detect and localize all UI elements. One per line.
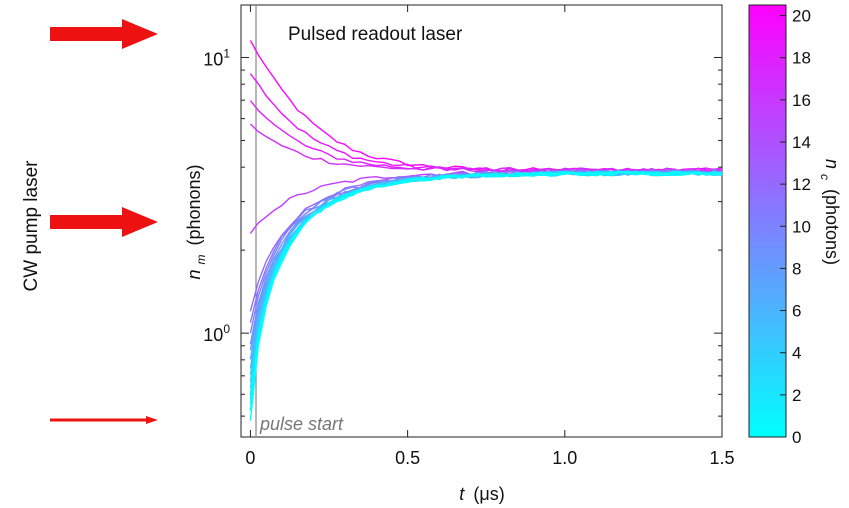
pump-arrows — [50, 19, 158, 424]
series-line — [249, 169, 723, 323]
series-line — [249, 40, 723, 173]
colorbar-tick-label: 12 — [792, 175, 811, 194]
colorbar-tick-label: 18 — [792, 49, 811, 68]
arrow-shaft — [50, 418, 146, 422]
plot-frame — [240, 4, 723, 438]
arrow-head — [146, 416, 158, 424]
annotation-pulsed-readout: Pulsed readout laser — [288, 24, 463, 45]
colorbar-ticks: 0 2 4 6 8 10 12 14 16 18 20 — [780, 7, 811, 447]
y-axis-label: n m (phonons) — [184, 164, 209, 279]
series-line — [249, 100, 723, 173]
arrow-shaft — [50, 27, 122, 41]
series-line — [249, 171, 723, 376]
colorbar-tick-label: 6 — [792, 302, 801, 321]
x-tick-label: 0 — [245, 448, 255, 468]
colorbar-label: n c (photons) — [817, 159, 842, 265]
x-tick-label: 1.0 — [552, 448, 577, 468]
colorbar-tick-label: 16 — [792, 91, 811, 110]
colorbar-tick-label: 14 — [792, 133, 811, 152]
series-layer — [249, 40, 723, 421]
y-tick-label: 100 — [203, 322, 230, 345]
tick-layer: 0 0.5 1.0 1.5 100 101 — [203, 5, 735, 468]
series-line — [249, 123, 723, 173]
colorbar: 0 2 4 6 8 10 12 14 16 18 20 n c (photons) — [748, 4, 842, 447]
series-line — [249, 169, 723, 334]
arrow-head — [122, 207, 158, 237]
arrow-head — [122, 19, 158, 49]
side-label: CW pump laser — [21, 160, 42, 292]
colorbar-gradient — [748, 4, 787, 438]
colorbar-tick-label: 4 — [792, 344, 801, 363]
colorbar-tick-label: 2 — [792, 386, 801, 405]
series-line — [249, 170, 722, 360]
series-line — [249, 170, 723, 389]
x-tick-label: 1.5 — [709, 448, 734, 468]
series-line — [249, 170, 723, 421]
x-axis-label: t (μs) — [459, 484, 504, 504]
colorbar-tick-label: 20 — [792, 7, 811, 26]
plot-area: 0 0.5 1.0 1.5 100 101 Pulsed readout laser pu… — [203, 4, 735, 468]
series-line — [249, 170, 723, 382]
arrow-shaft — [50, 215, 122, 229]
colorbar-tick-label: 0 — [792, 428, 801, 447]
colorbar-tick-label: 10 — [792, 217, 811, 236]
series-line — [249, 170, 723, 351]
colorbar-tick-label: 8 — [792, 259, 801, 278]
x-tick-label: 0.5 — [395, 448, 420, 468]
annotation-pulse-start: pulse start — [259, 414, 344, 434]
y-tick-label: 101 — [203, 46, 230, 69]
series-line — [249, 169, 723, 345]
series-line — [249, 73, 723, 174]
series-line — [249, 169, 723, 312]
